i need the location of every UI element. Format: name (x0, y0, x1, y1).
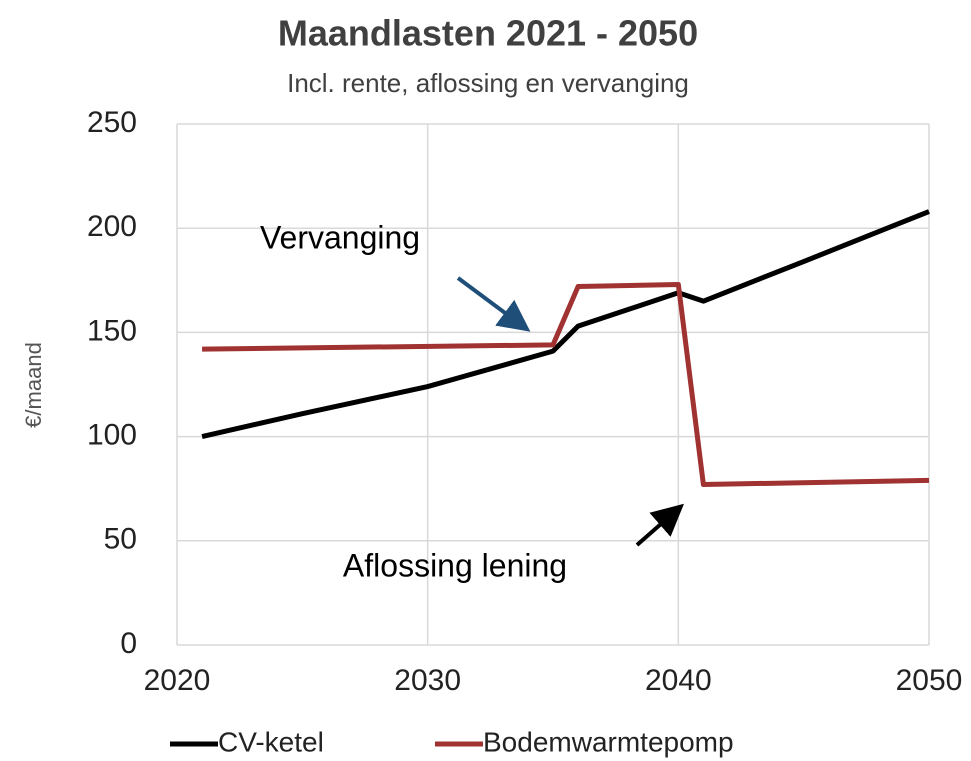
x-tick-label: 2050 (896, 664, 963, 697)
x-tick-label: 2040 (645, 664, 712, 697)
y-tick-label: 250 (87, 106, 137, 139)
line-series (201, 209, 930, 440)
x-tick-label: 2030 (394, 664, 461, 697)
annotation-arrow (635, 503, 685, 547)
y-tick-label: 150 (87, 314, 137, 347)
x-tick-label: 2020 (144, 664, 211, 697)
y-axis-label: €/maand (21, 342, 46, 428)
legend-label: CV-ketel (218, 726, 324, 757)
y-tick-label: 0 (120, 627, 137, 660)
line-series (202, 281, 930, 488)
chart-subtitle: Incl. rente, aflossing en vervanging (287, 68, 689, 98)
annotation: Vervanging (260, 219, 420, 255)
lines (201, 209, 930, 488)
legend-label: Bodemwarmtepomp (483, 726, 734, 757)
annotation: Aflossing lening (343, 547, 567, 583)
legend: CV-ketel Bodemwarmtepomp (170, 726, 734, 757)
grid: 0 50 100 150 200 250 2020 2030 2040 2050 (87, 106, 962, 697)
y-tick-label: 50 (104, 523, 137, 556)
chart-title: Maandlasten 2021 - 2050 (278, 13, 698, 54)
y-tick-label: 200 (87, 210, 137, 243)
y-tick-label: 100 (87, 419, 137, 452)
annotation-arrow (456, 276, 531, 332)
